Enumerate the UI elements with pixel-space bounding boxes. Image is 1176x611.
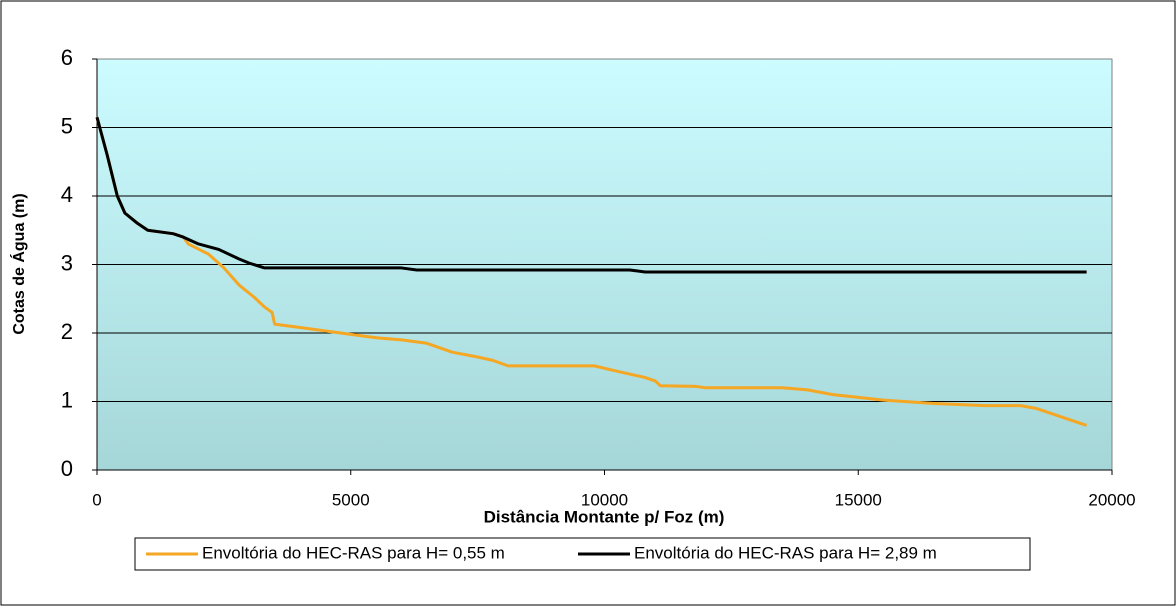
y-tick-label: 3 xyxy=(61,250,73,275)
legend-label: Envoltória do HEC-RAS para H= 2,89 m xyxy=(634,543,937,562)
y-tick-label: 5 xyxy=(61,113,73,138)
x-tick-label: 0 xyxy=(92,490,101,509)
y-tick-label: 2 xyxy=(61,319,73,344)
y-axis-label: Cotas de Água (m) xyxy=(9,193,28,334)
x-axis-label: Distância Montante p/ Foz (m) xyxy=(484,507,725,526)
legend-label: Envoltória do HEC-RAS para H= 0,55 m xyxy=(202,543,505,562)
x-tick-label: 15000 xyxy=(835,490,882,509)
x-tick-label: 5000 xyxy=(332,490,370,509)
y-tick-label: 6 xyxy=(61,45,73,70)
y-tick-label: 4 xyxy=(61,182,73,207)
y-tick-label: 1 xyxy=(61,387,73,412)
x-tick-label: 20000 xyxy=(1088,490,1135,509)
y-tick-label: 0 xyxy=(61,456,73,481)
x-tick-label: 10000 xyxy=(581,490,628,509)
series-line xyxy=(95,116,1087,274)
